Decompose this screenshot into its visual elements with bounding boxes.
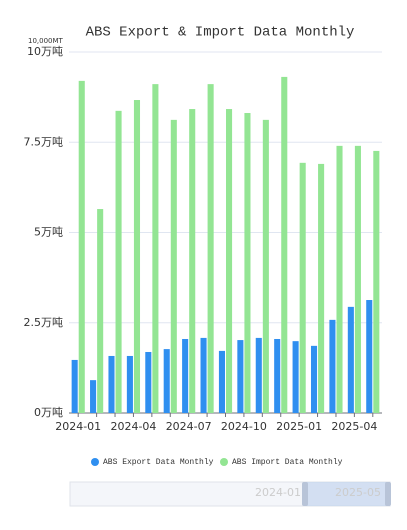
- x-tick-label: 2024-07: [166, 420, 212, 433]
- bar: [189, 109, 196, 414]
- legend-marker: [220, 458, 228, 466]
- x-tick-label: 2024-04: [110, 420, 156, 433]
- chart-title: ABS Export & Import Data Monthly: [86, 25, 355, 41]
- bar: [336, 145, 343, 414]
- bar: [281, 76, 288, 413]
- bar: [347, 306, 354, 413]
- bar: [200, 337, 207, 413]
- bar: [262, 119, 269, 414]
- bar: [163, 349, 170, 413]
- zoom-window[interactable]: [305, 482, 390, 506]
- legend-label: ABS Export Data Monthly: [103, 458, 214, 467]
- bar: [366, 300, 373, 413]
- bar: [329, 319, 336, 413]
- x-tick-label: 2024-01: [55, 420, 101, 433]
- bar: [108, 355, 115, 413]
- bar: [133, 100, 141, 413]
- bar: [354, 145, 361, 414]
- bar: [78, 80, 85, 413]
- bar: [292, 341, 299, 413]
- y-tick-label: 7.5万吨: [24, 135, 64, 148]
- zoom-label: 2025-05: [335, 486, 381, 499]
- bar: [97, 209, 104, 413]
- bar: [182, 338, 189, 413]
- bar: [207, 84, 214, 413]
- x-tick-label: 2024-10: [221, 420, 267, 433]
- bar: [310, 345, 318, 413]
- zoom-handle[interactable]: [385, 482, 391, 506]
- zoom-handle[interactable]: [302, 482, 308, 506]
- bar: [115, 110, 122, 413]
- y-tick-label: 5万吨: [34, 226, 63, 239]
- x-tick-label: 2025-04: [331, 420, 377, 433]
- bar: [152, 84, 159, 413]
- bar: [170, 119, 177, 414]
- y-tick-label: 2.5万吨: [24, 316, 64, 329]
- bar: [226, 109, 233, 414]
- bar: [126, 355, 133, 413]
- bar: [318, 163, 325, 413]
- bar: [299, 162, 306, 413]
- legend-label: ABS Import Data Monthly: [232, 458, 343, 467]
- bar: [71, 359, 78, 413]
- bar: [218, 350, 225, 413]
- bar: [90, 380, 97, 413]
- bar: [244, 113, 251, 413]
- bar: [274, 338, 281, 413]
- bar: [373, 150, 380, 413]
- bar: [145, 351, 152, 413]
- y-tick-label: 0万吨: [34, 406, 63, 419]
- zoom-label: 2024-01: [255, 486, 301, 499]
- y-unit: 10,000MT: [28, 37, 64, 45]
- y-tick-label: 10万吨: [27, 45, 63, 58]
- x-tick-label: 2025-01: [276, 420, 322, 433]
- bar: [237, 340, 244, 413]
- bar: [255, 337, 262, 413]
- legend-marker: [91, 458, 99, 466]
